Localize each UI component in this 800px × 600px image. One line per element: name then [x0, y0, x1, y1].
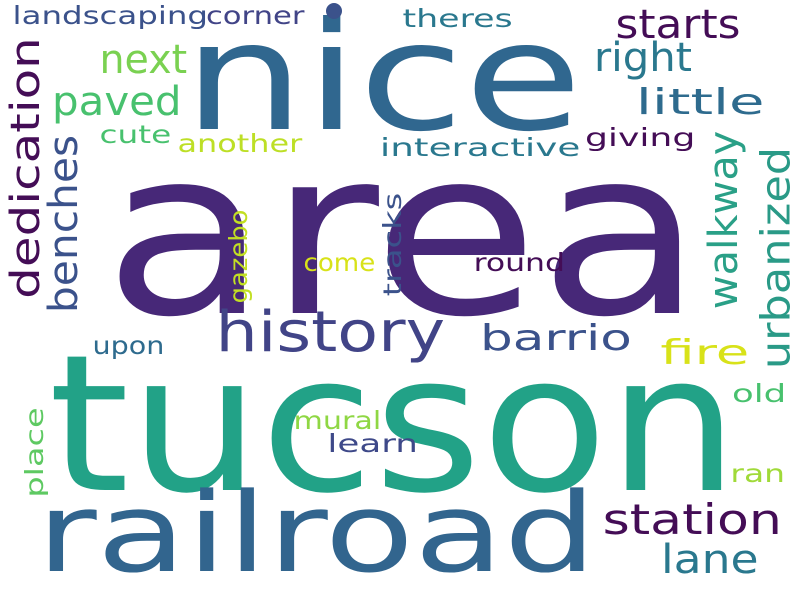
word-starts: starts: [615, 2, 741, 48]
word-cute: cute: [99, 119, 171, 149]
word-paved: paved: [52, 79, 182, 125]
word-gazebo: gazebo: [223, 209, 253, 303]
word-theres: theres: [401, 3, 513, 33]
word-history: history: [215, 300, 445, 365]
word-lane: lane: [661, 537, 759, 583]
word-right: right: [593, 35, 693, 81]
word-area: area: [102, 101, 704, 368]
word-round: round: [473, 247, 565, 277]
word-interactive: interactive: [379, 132, 581, 162]
word-ran: ran: [729, 458, 785, 488]
word-corner: corner: [205, 0, 305, 30]
word-tracks: tracks: [377, 192, 407, 296]
word-next: next: [98, 37, 187, 83]
word-little: little: [635, 82, 765, 123]
word-giving: giving: [584, 122, 696, 152]
dot-mark: [326, 3, 342, 19]
word-upon: upon: [92, 330, 164, 360]
word-fire: fire: [660, 333, 750, 373]
word-come: come: [303, 247, 375, 277]
word-nice: nice: [183, 0, 583, 165]
word-station: station: [602, 495, 782, 544]
word-tucson: tucson: [47, 314, 739, 535]
word-urbanized: urbanized: [753, 146, 800, 370]
word-learn: learn: [326, 428, 418, 458]
word-mural: mural: [293, 405, 381, 435]
word-railroad: railroad: [36, 469, 597, 597]
word-benches: benches: [41, 134, 88, 314]
word-another: another: [177, 128, 303, 158]
word-dedication: dedication: [2, 37, 49, 299]
word-walkway: walkway: [701, 130, 748, 310]
word-old: old: [731, 378, 787, 408]
word-barrio: barrio: [480, 318, 632, 359]
word-landscaping: landscaping: [12, 0, 208, 30]
word-place: place: [19, 406, 49, 498]
